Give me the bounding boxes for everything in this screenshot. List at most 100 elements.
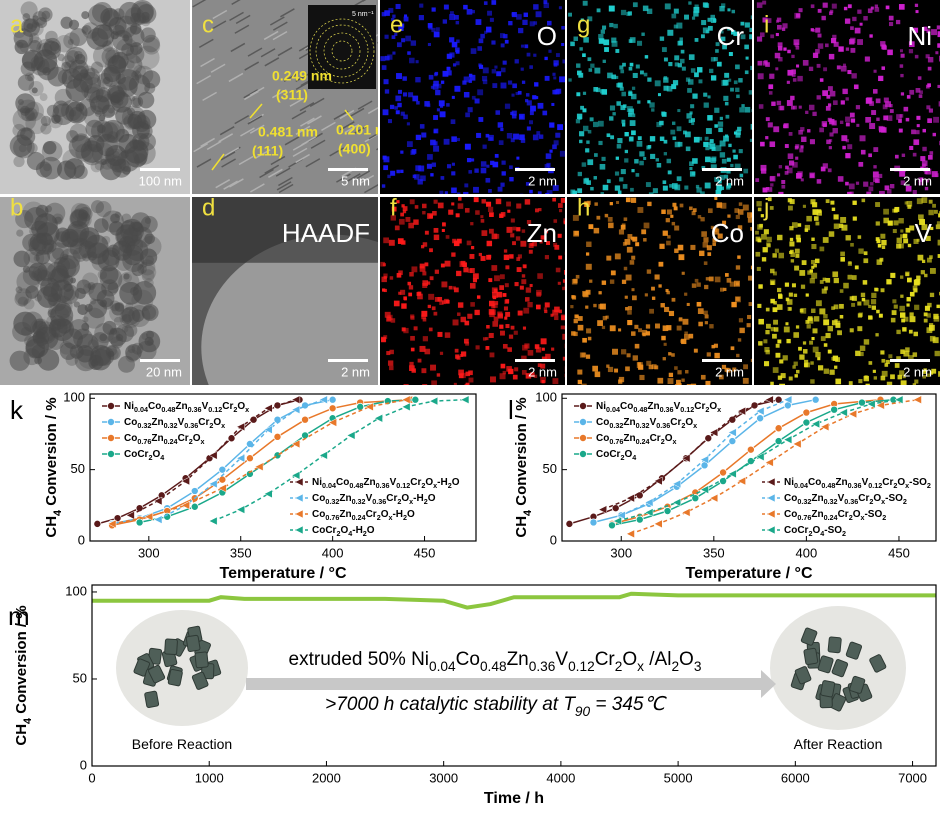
signal-dot bbox=[416, 101, 420, 105]
signal-dot bbox=[735, 296, 740, 301]
signal-dot bbox=[477, 89, 484, 96]
signal-dot bbox=[703, 92, 708, 97]
signal-dot bbox=[939, 291, 940, 296]
signal-dot bbox=[827, 349, 832, 354]
signal-dot bbox=[863, 181, 869, 187]
signal-dot bbox=[582, 0, 588, 6]
legend-label: Co0.76Zn0.24Cr2Ox bbox=[124, 433, 204, 447]
signal-dot bbox=[510, 325, 515, 330]
signal-dot bbox=[564, 251, 565, 255]
signal-dot bbox=[533, 4, 539, 10]
signal-dot bbox=[855, 350, 861, 357]
signal-dot bbox=[925, 179, 929, 183]
signal-dot bbox=[536, 289, 542, 296]
signal-dot bbox=[389, 104, 395, 110]
signal-dot bbox=[561, 315, 565, 321]
signal-dot bbox=[535, 11, 542, 18]
signal-dot bbox=[529, 372, 535, 378]
signal-dot bbox=[665, 288, 669, 293]
signal-dot bbox=[808, 104, 815, 111]
legend-label: Co0.76Zn0.24Cr2Ox bbox=[596, 433, 676, 447]
signal-dot bbox=[706, 245, 712, 251]
signal-dot bbox=[390, 215, 397, 221]
signal-dot bbox=[505, 311, 511, 317]
signal-dot bbox=[405, 216, 411, 222]
signal-dot bbox=[503, 34, 508, 39]
signal-dot bbox=[465, 341, 470, 346]
signal-dot bbox=[798, 346, 802, 351]
data-point bbox=[737, 476, 746, 486]
signal-dot bbox=[858, 248, 864, 254]
signal-dot bbox=[728, 52, 733, 57]
particle bbox=[59, 340, 74, 355]
signal-dot bbox=[646, 360, 652, 366]
signal-dot bbox=[487, 10, 493, 16]
signal-dot bbox=[442, 70, 449, 77]
signal-dot bbox=[645, 331, 650, 336]
data-point bbox=[589, 518, 598, 527]
signal-dot bbox=[710, 57, 716, 62]
signal-dot bbox=[643, 72, 648, 77]
lattice-fringe bbox=[364, 184, 378, 194]
signal-dot bbox=[915, 88, 921, 93]
signal-dot bbox=[433, 145, 440, 152]
signal-dot bbox=[704, 314, 709, 319]
signal-dot bbox=[886, 115, 893, 121]
signal-dot bbox=[841, 224, 848, 231]
signal-dot bbox=[908, 329, 913, 334]
y-axis-title: CH4 Conversion / % bbox=[13, 605, 34, 745]
scale-label: 2 nm bbox=[903, 173, 932, 188]
particle bbox=[51, 265, 69, 283]
signal-dot bbox=[581, 162, 587, 167]
signal-dot bbox=[403, 327, 409, 334]
signal-dot bbox=[672, 80, 679, 86]
signal-dot bbox=[898, 243, 904, 249]
signal-dot bbox=[407, 51, 411, 55]
signal-dot bbox=[444, 260, 451, 267]
x-tick-label: 300 bbox=[610, 545, 632, 560]
signal-dot bbox=[700, 191, 705, 194]
series-line bbox=[92, 591, 936, 610]
signal-dot bbox=[410, 40, 417, 46]
particle bbox=[120, 308, 135, 323]
signal-dot bbox=[587, 336, 592, 341]
lattice-fringe bbox=[283, 72, 299, 82]
signal-dot bbox=[875, 333, 879, 337]
signal-dot bbox=[630, 197, 637, 203]
signal-dot bbox=[587, 57, 592, 62]
particle bbox=[69, 123, 88, 142]
data-point bbox=[291, 470, 301, 480]
signal-dot bbox=[674, 248, 679, 253]
legend-label: Co0.32Zn0.32V0.36Cr2Ox-SO2 bbox=[784, 493, 907, 507]
signal-dot bbox=[740, 21, 745, 26]
signal-dot bbox=[876, 259, 883, 265]
signal-dot bbox=[749, 27, 752, 33]
signal-dot bbox=[607, 72, 613, 79]
signal-dot bbox=[442, 19, 448, 24]
signal-dot bbox=[575, 274, 580, 279]
particle bbox=[39, 156, 63, 180]
lattice-fringe bbox=[192, 0, 207, 8]
signal-dot bbox=[397, 238, 404, 244]
signal-dot bbox=[464, 208, 470, 213]
lattice-fringe bbox=[272, 89, 287, 99]
signal-dot bbox=[802, 341, 807, 345]
particle bbox=[50, 279, 74, 303]
signal-dot bbox=[620, 9, 627, 16]
signal-dot bbox=[400, 212, 405, 217]
signal-dot bbox=[705, 146, 710, 151]
particle bbox=[15, 209, 34, 229]
x-tick-label: 2000 bbox=[312, 770, 341, 785]
image-panel: g Cr2 nm bbox=[567, 0, 752, 194]
signal-dot bbox=[621, 91, 627, 97]
signal-dot bbox=[415, 60, 419, 64]
particle bbox=[141, 269, 155, 283]
signal-dot bbox=[794, 42, 799, 47]
particle bbox=[133, 65, 146, 78]
signal-dot bbox=[845, 235, 851, 241]
signal-dot bbox=[632, 2, 638, 8]
particle bbox=[106, 329, 121, 343]
signal-dot bbox=[831, 306, 835, 310]
particle bbox=[95, 201, 112, 218]
signal-dot bbox=[487, 206, 494, 213]
